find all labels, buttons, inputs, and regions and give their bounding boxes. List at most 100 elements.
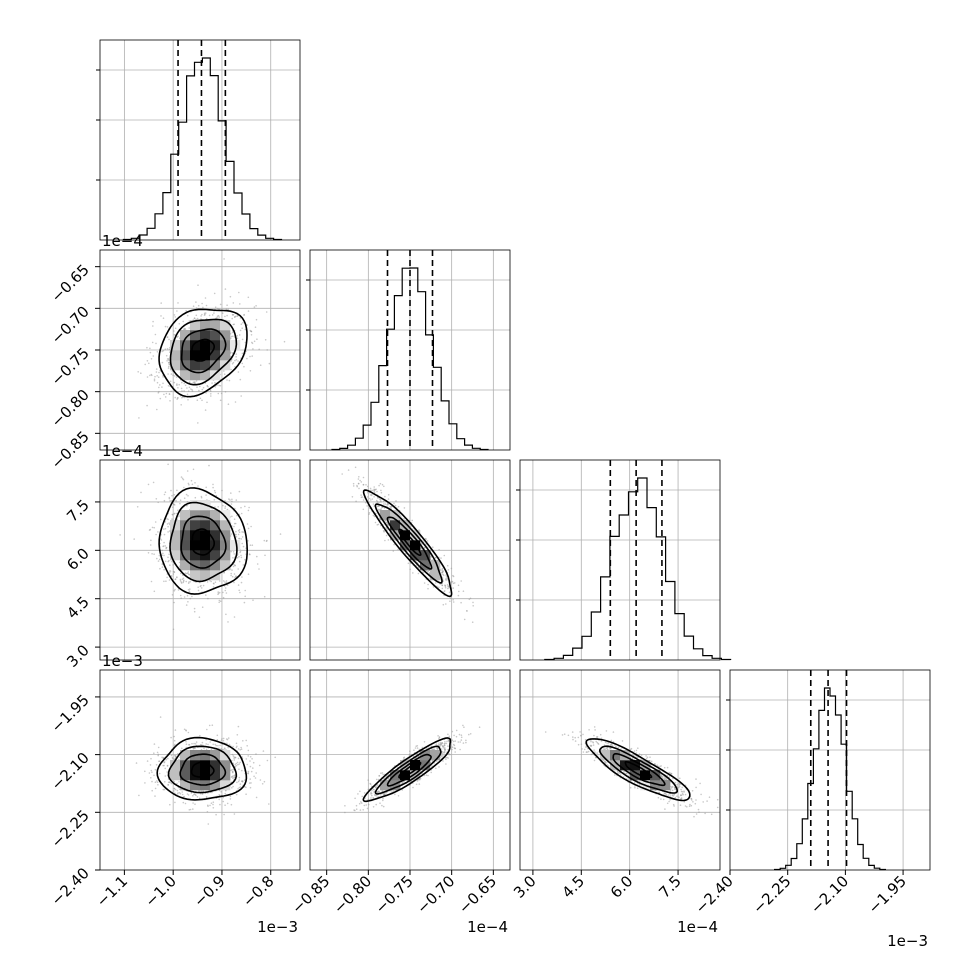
scatter-point: [173, 602, 175, 604]
scatter-point: [456, 736, 458, 738]
scatter-point: [236, 747, 238, 749]
scatter-point: [260, 364, 262, 366]
scatter-point: [174, 589, 176, 591]
scatter-point: [379, 802, 381, 804]
scatter-point: [238, 584, 240, 586]
scatter-point: [239, 749, 241, 751]
scatter-point: [148, 484, 150, 486]
scatter-point: [193, 469, 195, 471]
scatter-point: [365, 502, 367, 504]
scatter-point: [250, 544, 252, 546]
scatter-point: [209, 805, 211, 807]
scatter-point: [252, 599, 254, 601]
scatter-point: [255, 772, 257, 774]
scatter-point: [464, 619, 466, 621]
scatter-point: [411, 520, 413, 522]
scatter-point: [165, 580, 167, 582]
scatter-point: [393, 550, 395, 552]
scatter-point: [162, 383, 164, 385]
scatter-point: [247, 773, 249, 775]
scatter-point: [248, 771, 250, 773]
scatter-point: [154, 591, 156, 593]
scatter-point: [241, 513, 243, 515]
scatter-point: [153, 553, 155, 555]
scatter-point: [248, 510, 250, 512]
scatter-point: [231, 503, 233, 505]
scatter-point: [452, 581, 454, 583]
scatter-point: [151, 553, 153, 555]
scatter-point: [191, 480, 193, 482]
scatter-point: [169, 500, 171, 502]
scatter-point: [214, 490, 216, 492]
scatter-point: [452, 575, 454, 577]
scatter-point: [193, 305, 195, 307]
scatter-point: [156, 409, 158, 411]
scatter-point: [159, 559, 161, 561]
scatter-point: [185, 729, 187, 731]
scatter-point: [151, 581, 153, 583]
scatter-point: [239, 303, 241, 305]
scatter-point: [225, 391, 227, 393]
scatter-point: [223, 814, 225, 816]
scatter-point: [140, 372, 142, 374]
scatter-point: [194, 608, 196, 610]
scatter-point: [183, 802, 185, 804]
scatter-point: [157, 784, 159, 786]
scatter-point: [213, 807, 215, 809]
scatter-point: [218, 593, 220, 595]
scatter-point: [214, 293, 216, 295]
scatter-point: [229, 380, 231, 382]
scatter-point: [146, 347, 148, 349]
scatter-point: [364, 792, 366, 794]
scatter-point: [380, 772, 382, 774]
scatter-point: [164, 789, 166, 791]
scatter-point: [169, 498, 171, 500]
scatter-point: [369, 512, 371, 514]
scatter-point: [256, 797, 258, 799]
scatter-point: [164, 500, 166, 502]
histogram-step-0: [123, 58, 281, 240]
scatter-point: [453, 583, 455, 585]
scatter-point: [172, 594, 174, 596]
scatter-point: [210, 393, 212, 395]
scatter-point: [260, 779, 262, 781]
scatter-point: [383, 486, 385, 488]
scatter-point: [223, 597, 225, 599]
scatter-point: [226, 379, 228, 381]
scatter-point: [241, 582, 243, 584]
scatter-point: [355, 467, 357, 469]
scatter-point: [228, 737, 230, 739]
scatter-point: [228, 498, 230, 500]
histogram-panel-1: [306, 250, 510, 450]
scatter-point: [223, 740, 225, 742]
scatter-point: [248, 297, 250, 299]
scatter-point: [458, 741, 460, 743]
scatter-point: [238, 292, 240, 294]
scatter-point: [255, 753, 257, 755]
scatter-point: [393, 503, 395, 505]
scatter-point: [152, 321, 154, 323]
contour-2-0-3: [159, 488, 247, 594]
scatter-point: [249, 778, 251, 780]
scatter-point: [158, 560, 160, 562]
scatter-point: [266, 540, 268, 542]
scatter-point: [388, 494, 390, 496]
scatter-point: [450, 598, 452, 600]
scatter-point: [381, 805, 383, 807]
scatter-point: [169, 804, 171, 806]
scatter-point: [165, 326, 167, 328]
scatter-point: [348, 469, 350, 471]
scatter-point: [265, 339, 267, 341]
scatter-point: [209, 725, 211, 727]
scatter-point: [409, 569, 411, 571]
scatter-point: [152, 527, 154, 529]
scatter-point: [448, 569, 450, 571]
scatter-point: [226, 304, 228, 306]
scatter-point: [181, 476, 183, 478]
scatter-point: [157, 531, 159, 533]
scatter-point: [152, 325, 154, 327]
scatter-point: [353, 485, 355, 487]
scatter-point: [157, 351, 159, 353]
scatter-point: [246, 764, 248, 766]
scatter-point: [246, 758, 248, 760]
